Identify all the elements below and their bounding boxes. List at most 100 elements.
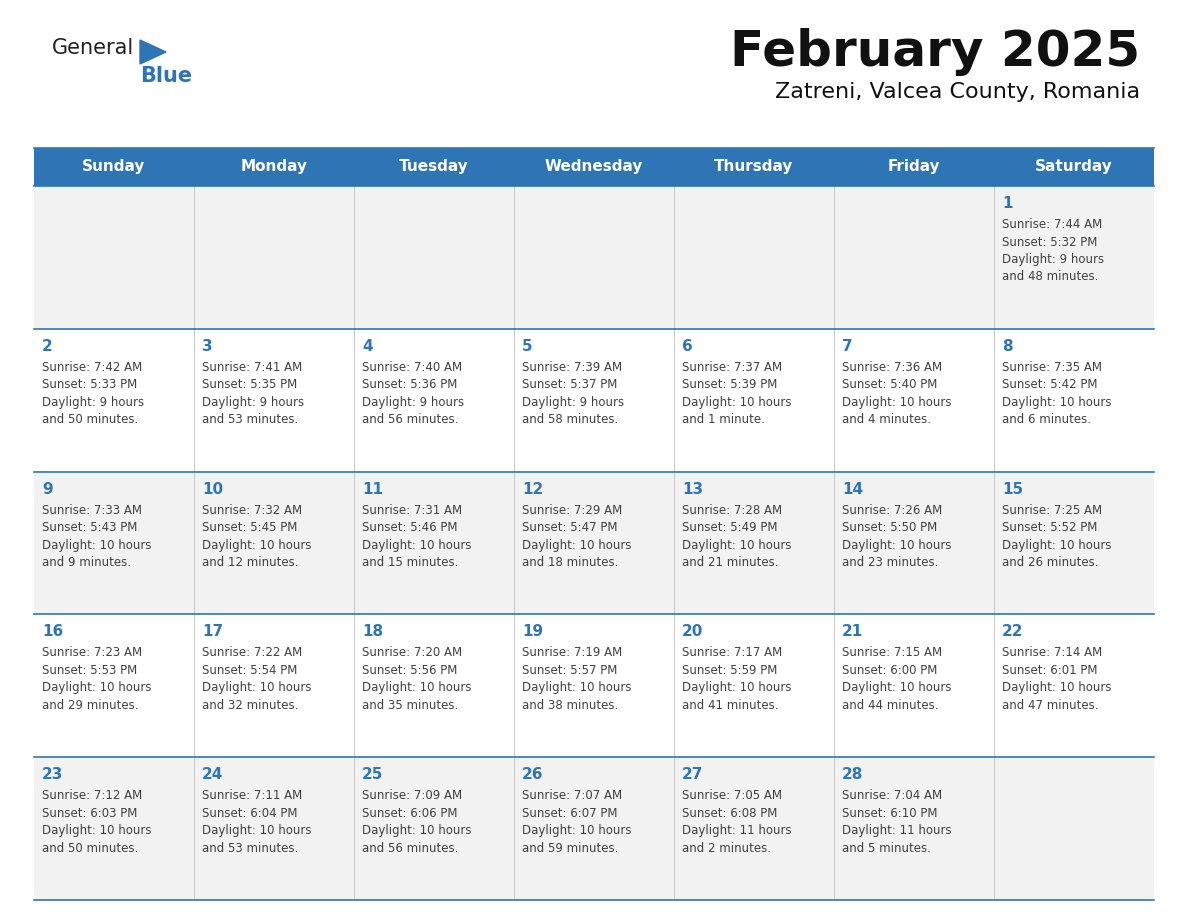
Text: Sunset: 5:52 PM: Sunset: 5:52 PM bbox=[1001, 521, 1098, 534]
Text: Sunset: 5:32 PM: Sunset: 5:32 PM bbox=[1001, 236, 1098, 249]
Text: Sunrise: 7:15 AM: Sunrise: 7:15 AM bbox=[842, 646, 942, 659]
Text: Thursday: Thursday bbox=[714, 160, 794, 174]
Text: Daylight: 10 hours: Daylight: 10 hours bbox=[522, 539, 632, 552]
Text: Daylight: 11 hours: Daylight: 11 hours bbox=[842, 824, 952, 837]
Text: Saturday: Saturday bbox=[1035, 160, 1113, 174]
Text: Daylight: 10 hours: Daylight: 10 hours bbox=[842, 396, 952, 409]
Text: Blue: Blue bbox=[140, 66, 192, 86]
Text: Sunrise: 7:07 AM: Sunrise: 7:07 AM bbox=[522, 789, 623, 802]
Text: 20: 20 bbox=[682, 624, 703, 640]
Text: Daylight: 10 hours: Daylight: 10 hours bbox=[362, 824, 472, 837]
Text: 3: 3 bbox=[202, 339, 213, 353]
Text: Sunset: 6:01 PM: Sunset: 6:01 PM bbox=[1001, 664, 1098, 677]
Text: and 59 minutes.: and 59 minutes. bbox=[522, 842, 619, 855]
Text: Sunset: 5:42 PM: Sunset: 5:42 PM bbox=[1001, 378, 1098, 391]
Text: Sunset: 5:53 PM: Sunset: 5:53 PM bbox=[42, 664, 138, 677]
Text: Sunrise: 7:14 AM: Sunrise: 7:14 AM bbox=[1001, 646, 1102, 659]
Text: Sunrise: 7:11 AM: Sunrise: 7:11 AM bbox=[202, 789, 302, 802]
Text: Sunrise: 7:25 AM: Sunrise: 7:25 AM bbox=[1001, 504, 1102, 517]
Text: Sunrise: 7:22 AM: Sunrise: 7:22 AM bbox=[202, 646, 302, 659]
Text: and 12 minutes.: and 12 minutes. bbox=[202, 556, 298, 569]
Text: Daylight: 10 hours: Daylight: 10 hours bbox=[1001, 396, 1112, 409]
Text: and 9 minutes.: and 9 minutes. bbox=[42, 556, 131, 569]
Text: Sunrise: 7:39 AM: Sunrise: 7:39 AM bbox=[522, 361, 623, 374]
Text: Sunrise: 7:44 AM: Sunrise: 7:44 AM bbox=[1001, 218, 1102, 231]
Text: and 4 minutes.: and 4 minutes. bbox=[842, 413, 931, 426]
Text: Sunset: 6:04 PM: Sunset: 6:04 PM bbox=[202, 807, 297, 820]
Text: Daylight: 10 hours: Daylight: 10 hours bbox=[202, 539, 311, 552]
Text: and 50 minutes.: and 50 minutes. bbox=[42, 413, 138, 426]
Text: Daylight: 9 hours: Daylight: 9 hours bbox=[42, 396, 144, 409]
Text: Sunrise: 7:28 AM: Sunrise: 7:28 AM bbox=[682, 504, 782, 517]
Text: Sunrise: 7:35 AM: Sunrise: 7:35 AM bbox=[1001, 361, 1102, 374]
Text: 6: 6 bbox=[682, 339, 693, 353]
Text: Daylight: 10 hours: Daylight: 10 hours bbox=[522, 824, 632, 837]
Text: 23: 23 bbox=[42, 767, 63, 782]
Text: Sunrise: 7:29 AM: Sunrise: 7:29 AM bbox=[522, 504, 623, 517]
Text: Sunrise: 7:04 AM: Sunrise: 7:04 AM bbox=[842, 789, 942, 802]
Text: Daylight: 10 hours: Daylight: 10 hours bbox=[522, 681, 632, 694]
Text: 8: 8 bbox=[1001, 339, 1012, 353]
Text: and 50 minutes.: and 50 minutes. bbox=[42, 842, 138, 855]
Text: and 6 minutes.: and 6 minutes. bbox=[1001, 413, 1091, 426]
Text: Sunrise: 7:32 AM: Sunrise: 7:32 AM bbox=[202, 504, 302, 517]
Text: and 21 minutes.: and 21 minutes. bbox=[682, 556, 778, 569]
Text: Sunrise: 7:05 AM: Sunrise: 7:05 AM bbox=[682, 789, 782, 802]
Text: Daylight: 10 hours: Daylight: 10 hours bbox=[682, 681, 791, 694]
Text: Daylight: 9 hours: Daylight: 9 hours bbox=[202, 396, 304, 409]
Text: Sunrise: 7:26 AM: Sunrise: 7:26 AM bbox=[842, 504, 942, 517]
Text: and 26 minutes.: and 26 minutes. bbox=[1001, 556, 1099, 569]
Text: Sunrise: 7:33 AM: Sunrise: 7:33 AM bbox=[42, 504, 143, 517]
Bar bbox=[34, 472, 1154, 614]
Text: 24: 24 bbox=[202, 767, 223, 782]
Text: Sunset: 5:50 PM: Sunset: 5:50 PM bbox=[842, 521, 937, 534]
Text: 9: 9 bbox=[42, 482, 52, 497]
Text: Zatreni, Valcea County, Romania: Zatreni, Valcea County, Romania bbox=[775, 82, 1140, 102]
Text: 11: 11 bbox=[362, 482, 383, 497]
Text: Sunrise: 7:17 AM: Sunrise: 7:17 AM bbox=[682, 646, 782, 659]
Text: and 48 minutes.: and 48 minutes. bbox=[1001, 271, 1099, 284]
Text: Sunset: 5:43 PM: Sunset: 5:43 PM bbox=[42, 521, 138, 534]
Text: Daylight: 10 hours: Daylight: 10 hours bbox=[1001, 681, 1112, 694]
Text: Daylight: 10 hours: Daylight: 10 hours bbox=[842, 681, 952, 694]
Text: and 2 minutes.: and 2 minutes. bbox=[682, 842, 771, 855]
Text: 25: 25 bbox=[362, 767, 384, 782]
Text: 17: 17 bbox=[202, 624, 223, 640]
Text: 28: 28 bbox=[842, 767, 864, 782]
Text: Sunset: 6:06 PM: Sunset: 6:06 PM bbox=[362, 807, 457, 820]
Text: and 53 minutes.: and 53 minutes. bbox=[202, 842, 298, 855]
Text: Daylight: 10 hours: Daylight: 10 hours bbox=[42, 824, 152, 837]
Text: Sunrise: 7:36 AM: Sunrise: 7:36 AM bbox=[842, 361, 942, 374]
Text: Tuesday: Tuesday bbox=[399, 160, 469, 174]
Text: and 44 minutes.: and 44 minutes. bbox=[842, 699, 939, 711]
Text: 5: 5 bbox=[522, 339, 532, 353]
Text: 16: 16 bbox=[42, 624, 63, 640]
Text: 13: 13 bbox=[682, 482, 703, 497]
Text: Sunrise: 7:20 AM: Sunrise: 7:20 AM bbox=[362, 646, 462, 659]
Text: General: General bbox=[52, 38, 134, 58]
Text: Daylight: 10 hours: Daylight: 10 hours bbox=[682, 396, 791, 409]
Text: 27: 27 bbox=[682, 767, 703, 782]
Text: 2: 2 bbox=[42, 339, 52, 353]
Bar bbox=[34, 614, 1154, 757]
Text: Sunset: 6:00 PM: Sunset: 6:00 PM bbox=[842, 664, 937, 677]
Text: and 53 minutes.: and 53 minutes. bbox=[202, 413, 298, 426]
Text: Daylight: 10 hours: Daylight: 10 hours bbox=[42, 539, 152, 552]
Text: Daylight: 9 hours: Daylight: 9 hours bbox=[1001, 253, 1104, 266]
Text: and 32 minutes.: and 32 minutes. bbox=[202, 699, 298, 711]
Text: Sunset: 6:10 PM: Sunset: 6:10 PM bbox=[842, 807, 937, 820]
Bar bbox=[34, 329, 1154, 472]
Text: Daylight: 10 hours: Daylight: 10 hours bbox=[1001, 539, 1112, 552]
Text: Daylight: 10 hours: Daylight: 10 hours bbox=[682, 539, 791, 552]
Text: Sunset: 5:40 PM: Sunset: 5:40 PM bbox=[842, 378, 937, 391]
Bar bbox=[34, 148, 1154, 186]
Text: Sunrise: 7:31 AM: Sunrise: 7:31 AM bbox=[362, 504, 462, 517]
Text: and 18 minutes.: and 18 minutes. bbox=[522, 556, 619, 569]
Text: and 29 minutes.: and 29 minutes. bbox=[42, 699, 139, 711]
Text: 18: 18 bbox=[362, 624, 383, 640]
Text: Wednesday: Wednesday bbox=[545, 160, 643, 174]
Text: 4: 4 bbox=[362, 339, 373, 353]
Text: Sunset: 6:07 PM: Sunset: 6:07 PM bbox=[522, 807, 618, 820]
Text: 21: 21 bbox=[842, 624, 864, 640]
Text: and 35 minutes.: and 35 minutes. bbox=[362, 699, 459, 711]
